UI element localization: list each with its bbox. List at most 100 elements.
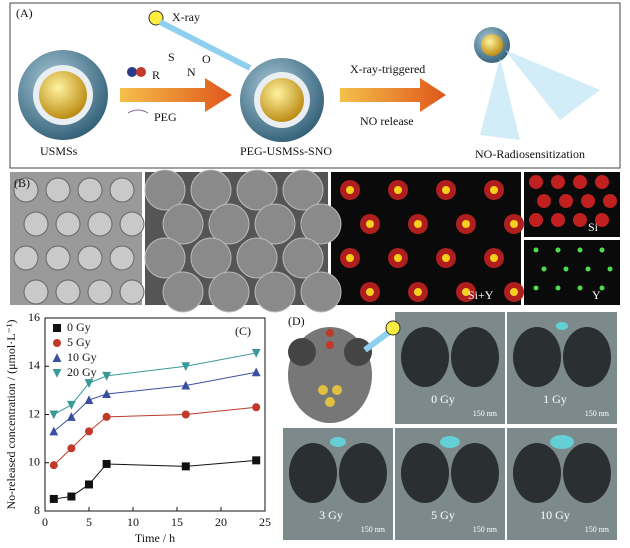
particle bbox=[537, 194, 551, 208]
marker bbox=[102, 371, 111, 381]
particle bbox=[55, 211, 81, 237]
panel-label: (A) bbox=[16, 6, 33, 20]
x-tick-label: 20 bbox=[215, 515, 227, 529]
particle bbox=[236, 237, 278, 279]
particle bbox=[555, 247, 561, 253]
particle bbox=[208, 271, 250, 313]
y-tick-label: 8 bbox=[34, 503, 40, 517]
marker bbox=[181, 380, 191, 390]
particle bbox=[77, 245, 103, 271]
particle bbox=[599, 247, 605, 253]
x-tick-label: 15 bbox=[171, 515, 183, 529]
particle bbox=[585, 266, 591, 272]
particle bbox=[490, 186, 498, 194]
particle bbox=[13, 245, 39, 271]
particle bbox=[394, 186, 402, 194]
marker bbox=[181, 462, 190, 471]
panel-label: (D) bbox=[288, 314, 305, 328]
marker bbox=[84, 395, 94, 405]
marker bbox=[49, 426, 59, 436]
series-line bbox=[53, 406, 257, 466]
particle bbox=[577, 285, 583, 291]
xray-beam bbox=[158, 19, 252, 71]
scale-label: 150 nm bbox=[585, 409, 610, 418]
map-label: Si bbox=[588, 220, 599, 234]
x-axis-label: Time / h bbox=[135, 531, 175, 545]
label: USMSs bbox=[40, 144, 78, 158]
label: NO-Radiosensitization bbox=[475, 147, 585, 161]
legend-label: 5 Gy bbox=[67, 335, 91, 349]
marker bbox=[181, 410, 190, 419]
eye bbox=[513, 327, 561, 387]
particle bbox=[109, 177, 135, 203]
x-tick-label: 25 bbox=[259, 515, 271, 529]
marker bbox=[252, 403, 261, 412]
series-line bbox=[53, 459, 257, 500]
particle bbox=[442, 254, 450, 262]
particle bbox=[577, 247, 583, 253]
marker bbox=[67, 444, 76, 453]
particle bbox=[573, 213, 587, 227]
particle bbox=[533, 285, 539, 291]
legend-marker bbox=[52, 369, 62, 378]
label: X-ray-triggered bbox=[350, 62, 425, 76]
legend-marker bbox=[53, 339, 61, 347]
particle bbox=[581, 194, 595, 208]
atom bbox=[127, 67, 137, 77]
marker bbox=[49, 494, 58, 503]
marker bbox=[181, 362, 191, 372]
series-line bbox=[53, 371, 257, 432]
particle bbox=[45, 245, 71, 271]
signal bbox=[550, 435, 574, 449]
peg-usmss-sno-sphere bbox=[240, 58, 324, 142]
x-tick-label: 0 bbox=[42, 515, 48, 529]
signal bbox=[440, 436, 460, 448]
marker bbox=[252, 456, 261, 465]
particle bbox=[208, 203, 250, 245]
particle bbox=[45, 177, 71, 203]
dose-label: 0 Gy bbox=[431, 392, 455, 406]
particle bbox=[109, 245, 135, 271]
particle bbox=[254, 203, 296, 245]
radiosensitization bbox=[474, 27, 600, 140]
particle bbox=[414, 220, 422, 228]
particle bbox=[533, 247, 539, 253]
marker bbox=[49, 461, 58, 470]
dose-label: 5 Gy bbox=[431, 508, 455, 522]
legend-marker bbox=[53, 324, 61, 332]
y-tick-label: 10 bbox=[28, 455, 40, 469]
particle bbox=[529, 175, 543, 189]
y-tick-label: 14 bbox=[28, 358, 40, 372]
marker bbox=[102, 389, 111, 398]
particle bbox=[190, 169, 232, 211]
label: N bbox=[187, 65, 196, 79]
particle bbox=[346, 186, 354, 194]
arrow bbox=[340, 78, 446, 112]
particle bbox=[573, 175, 587, 189]
particle bbox=[551, 213, 565, 227]
arrow bbox=[120, 78, 232, 112]
xray-icon bbox=[148, 10, 164, 26]
dose-label: 3 Gy bbox=[319, 508, 343, 522]
x-tick-label: 10 bbox=[127, 515, 139, 529]
particle bbox=[529, 213, 543, 227]
label: PEG bbox=[154, 110, 177, 124]
peg-chain bbox=[127, 109, 149, 114]
particle bbox=[346, 254, 354, 262]
marker bbox=[67, 492, 76, 501]
y-tick-label: 12 bbox=[28, 406, 40, 420]
marker bbox=[49, 410, 59, 420]
particle bbox=[462, 220, 470, 228]
x-tick-label: 5 bbox=[86, 515, 92, 529]
particle bbox=[551, 175, 565, 189]
particle bbox=[595, 175, 609, 189]
scale-label: 150 nm bbox=[361, 525, 386, 534]
signal bbox=[556, 322, 568, 330]
label: NO release bbox=[360, 114, 414, 128]
eye bbox=[401, 443, 449, 503]
signal bbox=[330, 437, 346, 447]
map-label: Si+Y bbox=[468, 288, 494, 302]
particle bbox=[55, 279, 81, 305]
panel-label: (B) bbox=[14, 176, 30, 190]
